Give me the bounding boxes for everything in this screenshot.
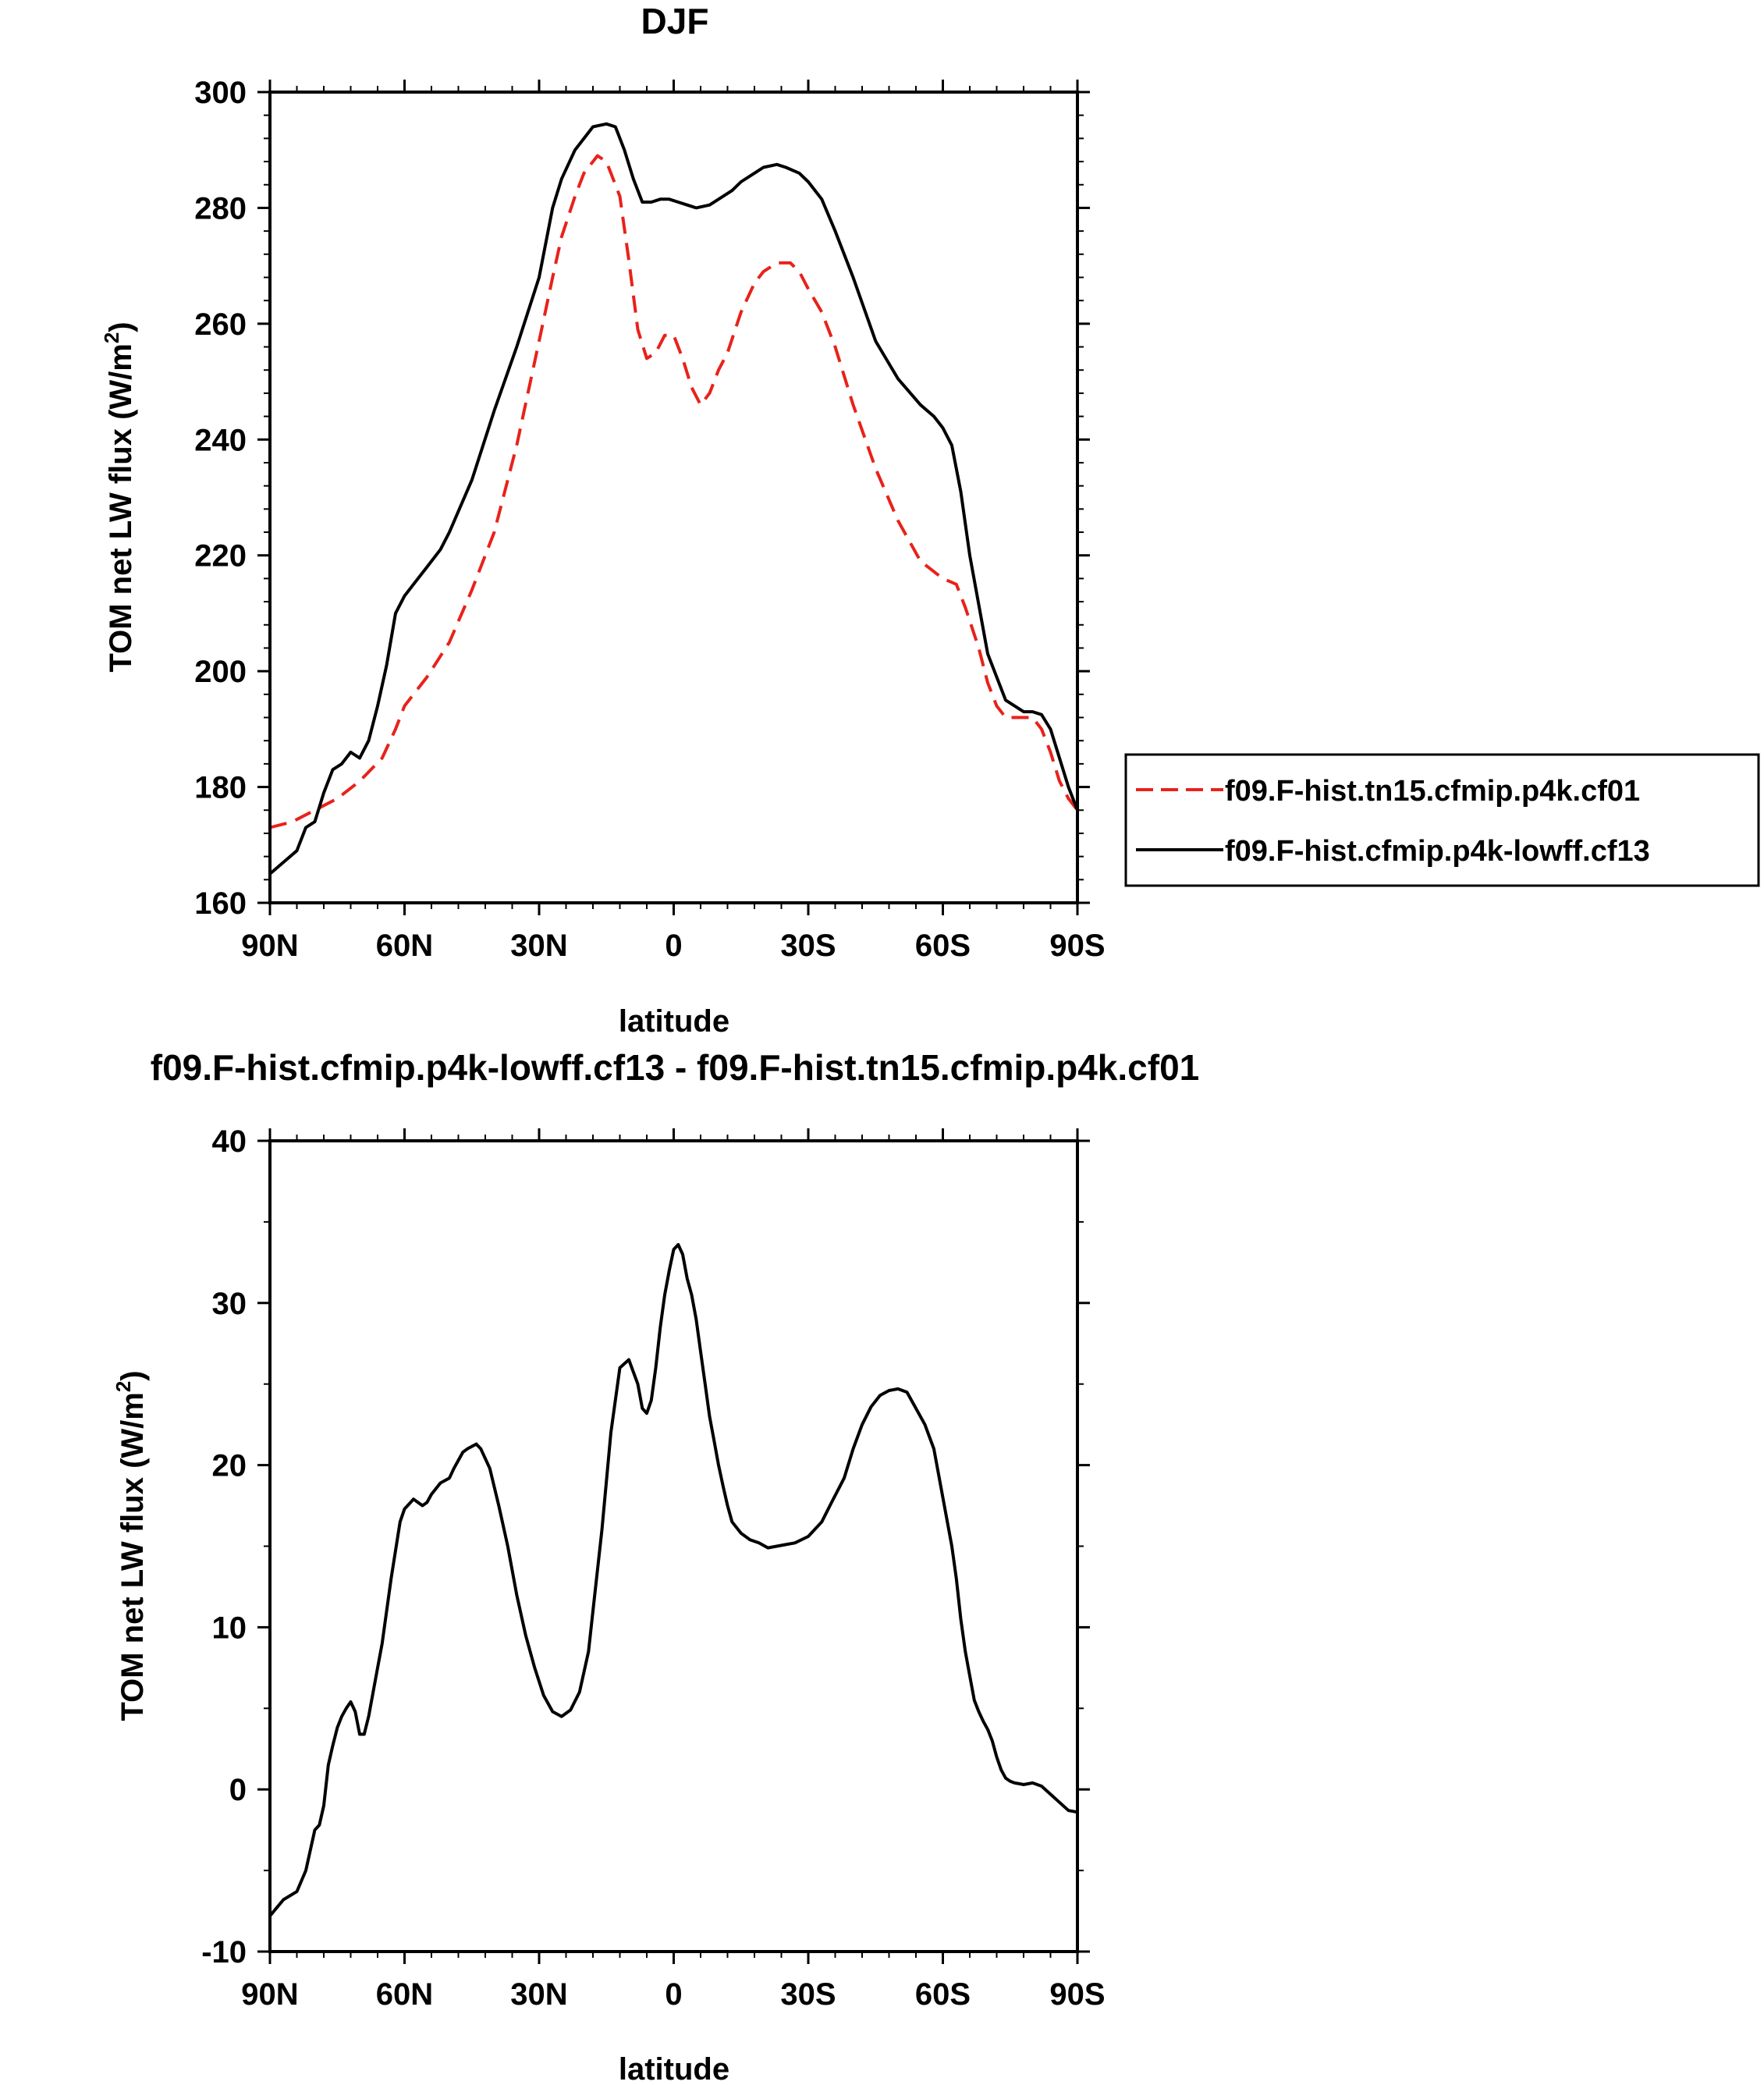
y-axis-label-main: TOM net LW flux (W/m [104,343,138,672]
legend-entry-cf01: f09.F-hist.tn15.cfmip.p4k.cf01 [1225,775,1640,808]
series-line-0 [268,1243,1079,1918]
y-tick-label: 240 [194,423,247,457]
y-axis-label-close: ) [104,321,138,332]
series-line-1 [268,122,1079,876]
x-tick-label: 0 [665,929,682,963]
x-tick-label: 90S [1049,929,1105,963]
y-tick-label: 180 [194,771,247,805]
x-tick-label: 30N [510,1977,567,2012]
y-tick-label: 160 [194,886,247,921]
x-tick-label: 90S [1049,1977,1105,2012]
series-group [268,122,1079,876]
y-axis-label-main: TOM net LW flux (W/m [115,1392,150,1721]
y-tick-label: 20 [212,1449,247,1483]
y-tick-label: 260 [194,307,247,342]
difference-panel: f09.F-hist.cfmip.p4k-lowff.cf13 - f09.F-… [112,1047,1199,2085]
x-tick-label: 60N [376,929,433,963]
x-tick-label: 30S [780,1977,836,2012]
x-tick-labels: 90N 60N 30N 0 30S 60S 90S [241,1977,1105,2012]
x-tick-label: 90N [241,1977,298,2012]
legend-entry-cf13: f09.F-hist.cfmip.p4k-lowff.cf13 [1225,835,1650,868]
x-tick-label: 30S [780,929,836,963]
plot-frame [268,1139,1079,1953]
y-tick-label: 200 [194,655,247,689]
legend: f09.F-hist.tn15.cfmip.p4k.cf01 f09.F-his… [1124,753,1760,887]
y-tick-label: 280 [194,191,247,226]
x-tick-label: 30N [510,929,567,963]
y-tick-label: 220 [194,539,247,574]
x-tick-label: 0 [665,1977,682,2012]
y-axis-label-superscript: 2 [112,1381,135,1392]
x-tick-label: 60S [915,929,971,963]
x-tick-label: 60S [915,1977,971,2012]
series-group [268,1243,1079,1918]
y-tick-label: 30 [212,1287,247,1321]
plot-frame [268,91,1079,904]
legend-box [1124,753,1760,887]
y-tick-label: 0 [229,1773,247,1807]
series-line-0 [269,154,1079,829]
y-tick-label: 300 [194,76,247,110]
y-tick-labels: 160 180 200 220 240 260 280 300 [194,76,247,921]
x-tick-label: 90N [241,929,298,963]
x-tick-label: 60N [376,1977,433,2012]
panel-title: DJF [641,1,709,41]
y-tick-label: -10 [201,1935,247,1970]
y-axis-label: TOM net LW flux (W/m2) [100,321,138,672]
y-axis-label: TOM net LW flux (W/m2) [112,1370,150,1721]
y-tick-label: 10 [212,1611,247,1645]
djf-panel: DJF 160 180 200 220 240 260 280 300 90N 60N 30N 0 3… [100,1,1760,1039]
y-axis-label-close: ) [115,1370,150,1380]
panel-title: f09.F-hist.cfmip.p4k-lowff.cf13 - f09.F-… [151,1047,1200,1088]
x-axis-label: latitude [619,1004,729,1039]
x-tick-labels: 90N 60N 30N 0 30S 60S 90S [241,929,1105,963]
x-axis-label: latitude [619,2052,729,2085]
axis-ticks [257,80,1090,915]
y-tick-label: 40 [212,1124,247,1159]
y-tick-labels: -10 0 10 20 30 40 [201,1124,247,1970]
y-axis-label-superscript: 2 [100,332,123,343]
